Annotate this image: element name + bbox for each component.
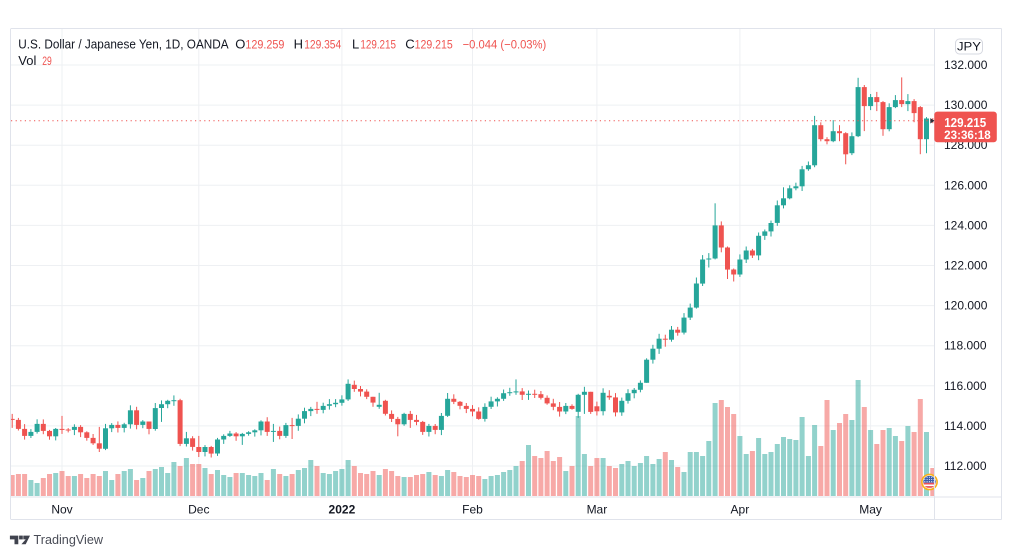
svg-text:132.000: 132.000 — [944, 58, 988, 72]
svg-text:129.259: 129.259 — [245, 38, 284, 52]
svg-text:O: O — [235, 37, 245, 52]
svg-text:L: L — [352, 37, 359, 52]
svg-text:Feb: Feb — [462, 503, 483, 517]
svg-text:116.000: 116.000 — [944, 379, 987, 393]
svg-text:JPY: JPY — [957, 40, 981, 54]
svg-text:−0.044 (−0.03%): −0.044 (−0.03%) — [463, 38, 547, 52]
svg-text:129.215: 129.215 — [944, 116, 986, 130]
svg-text:Dec: Dec — [188, 503, 209, 517]
svg-text:129.215: 129.215 — [360, 38, 396, 52]
svg-text:118.000: 118.000 — [944, 339, 987, 353]
svg-text:H: H — [294, 37, 303, 52]
svg-text:122.000: 122.000 — [944, 259, 988, 273]
svg-text:2022: 2022 — [329, 503, 356, 517]
svg-text:129.354: 129.354 — [304, 38, 341, 52]
svg-text:TradingView: TradingView — [34, 532, 104, 547]
svg-text:124.000: 124.000 — [944, 218, 988, 232]
svg-text:112.000: 112.000 — [944, 459, 987, 473]
svg-text:29: 29 — [42, 54, 52, 68]
svg-text:23:36:18: 23:36:18 — [944, 130, 991, 142]
svg-text:130.000: 130.000 — [944, 98, 988, 112]
svg-text:129.215: 129.215 — [415, 38, 453, 52]
svg-text:May: May — [859, 503, 882, 517]
svg-text:Apr: Apr — [731, 503, 750, 517]
svg-text:114.000: 114.000 — [944, 419, 987, 433]
svg-text:Mar: Mar — [587, 503, 608, 517]
svg-text:Vol: Vol — [18, 53, 36, 68]
svg-text:U.S. Dollar / Japanese Yen, 1D: U.S. Dollar / Japanese Yen, 1D, OANDA — [18, 37, 229, 52]
svg-text:120.000: 120.000 — [944, 299, 988, 313]
svg-text:Nov: Nov — [51, 503, 72, 517]
svg-text:126.000: 126.000 — [944, 178, 988, 192]
svg-text:C: C — [405, 37, 414, 52]
